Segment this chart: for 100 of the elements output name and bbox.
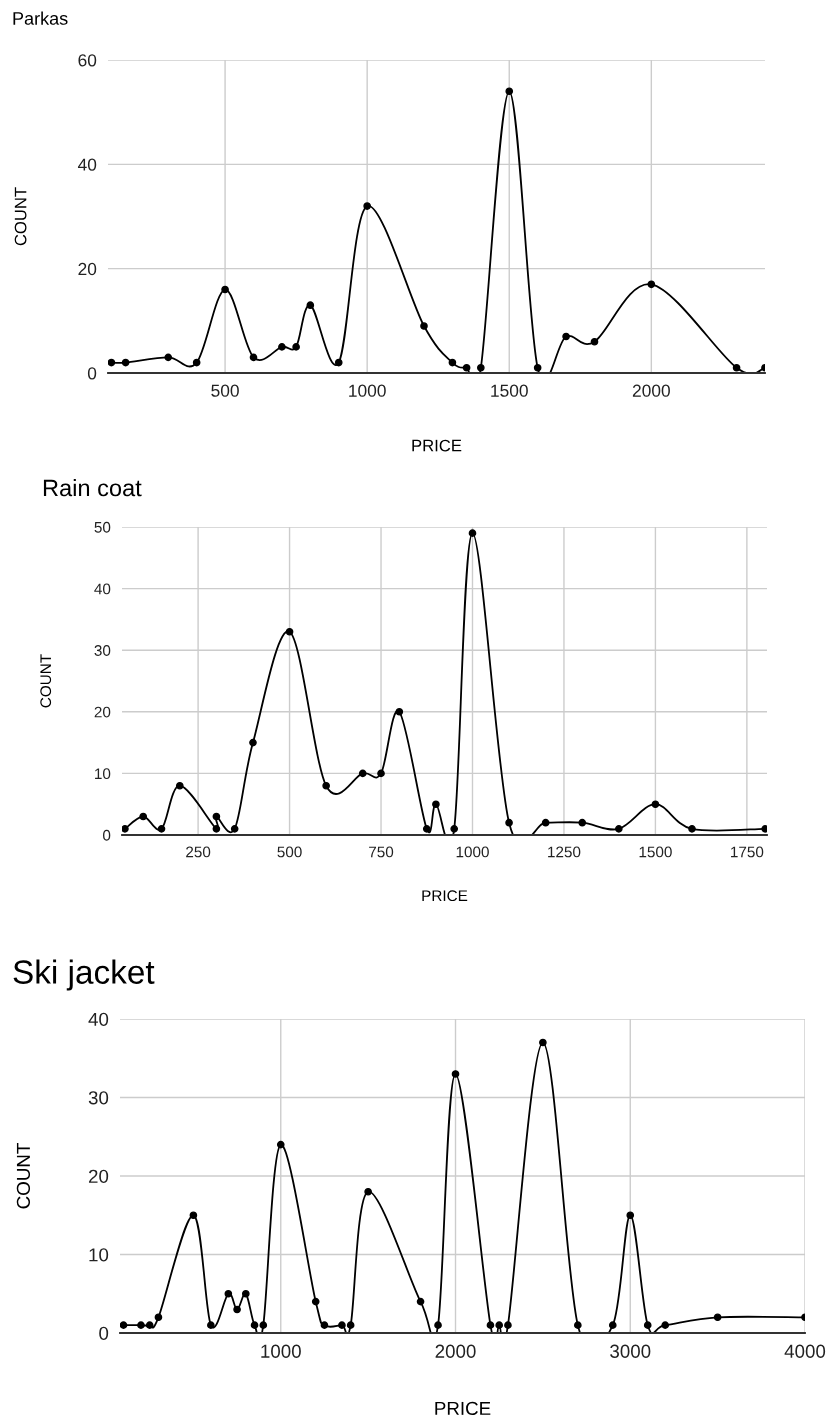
point [574, 1321, 582, 1329]
point [338, 1321, 346, 1329]
point [346, 1321, 355, 1329]
point [364, 1187, 372, 1196]
point [615, 825, 623, 833]
point [651, 800, 660, 809]
point [322, 781, 330, 790]
point [448, 358, 457, 367]
y-tick-label: 10 [95, 768, 111, 780]
point [334, 358, 343, 367]
point [363, 202, 371, 210]
point [250, 1321, 259, 1329]
point [278, 343, 286, 351]
point [306, 301, 315, 310]
x-tick-label: 1500 [491, 384, 528, 397]
x-axis-title: PRICE [412, 439, 462, 452]
point [292, 343, 300, 351]
x-tick-label: 1500 [639, 846, 672, 858]
y-tick-label: 0 [87, 367, 97, 380]
chart-title: Rain coat [43, 478, 142, 497]
y-tick-label: 20 [94, 706, 111, 718]
point [432, 800, 440, 809]
point [241, 1289, 250, 1298]
y-tick-label: 30 [94, 645, 111, 656]
point [541, 818, 550, 827]
x-tick-label: 1000 [349, 384, 386, 397]
point [120, 1321, 128, 1329]
x-axis-title: PRICE [435, 1401, 491, 1416]
point [416, 1297, 425, 1306]
x-tick-label: 500 [277, 846, 302, 858]
point [647, 280, 656, 289]
point [395, 707, 404, 716]
chart-title: Ski jacket [13, 959, 155, 991]
point [145, 1321, 154, 1329]
point [259, 1321, 268, 1329]
point [626, 1211, 635, 1220]
y-tick-label: 40 [88, 1012, 109, 1026]
point [608, 1321, 617, 1329]
point [189, 1211, 198, 1220]
x-axis-title: PRICE [422, 890, 468, 902]
point [175, 781, 184, 790]
point [285, 627, 294, 636]
y-tick-label: 20 [88, 1169, 109, 1183]
point [221, 285, 229, 294]
y-tick-label: 60 [78, 54, 97, 67]
point [154, 1313, 163, 1322]
point [486, 1321, 495, 1329]
x-tick-label: 3000 [610, 1344, 651, 1358]
y-tick-label: 30 [88, 1091, 109, 1105]
point [562, 332, 570, 341]
point [462, 363, 471, 372]
x-tick-label: 250 [186, 846, 211, 858]
point [249, 738, 257, 747]
point [590, 337, 599, 346]
y-tick-label: 20 [78, 262, 97, 276]
point [713, 1313, 722, 1322]
point [661, 1321, 670, 1329]
point [121, 358, 130, 367]
point [434, 1321, 442, 1329]
chart-title: Parkas [13, 11, 68, 25]
x-tick-label: 4000 [784, 1344, 826, 1358]
point [276, 1140, 285, 1149]
point [643, 1321, 652, 1329]
y-tick-label: 0 [102, 829, 111, 841]
y-tick-label: 50 [94, 521, 111, 533]
point [212, 825, 221, 833]
point [468, 529, 477, 537]
point [320, 1321, 329, 1329]
point [224, 1289, 233, 1298]
point [578, 818, 587, 827]
point [422, 825, 431, 833]
point [192, 358, 201, 367]
point [504, 1321, 512, 1329]
point [533, 363, 542, 372]
y-tick-label: 40 [94, 583, 111, 595]
point [233, 1305, 241, 1314]
y-axis-title: COUNT [40, 654, 52, 708]
point [451, 1070, 460, 1078]
x-tick-label: 1750 [731, 846, 764, 858]
point [495, 1321, 504, 1329]
y-tick-label: 10 [89, 1248, 109, 1262]
point [358, 769, 367, 778]
x-tick-label: 2000 [435, 1344, 476, 1358]
y-tick-label: 40 [77, 158, 97, 171]
point [139, 812, 148, 821]
point [539, 1038, 547, 1047]
y-tick-label: 0 [99, 1326, 109, 1340]
y-axis-title: COUNT [16, 1143, 31, 1209]
point [732, 363, 741, 372]
point [207, 1321, 215, 1329]
point [108, 358, 116, 367]
point [164, 353, 173, 362]
point [137, 1321, 145, 1329]
x-tick-label: 1000 [456, 846, 489, 858]
x-tick-label: 1000 [261, 1344, 301, 1358]
point [212, 812, 221, 821]
point [450, 825, 459, 833]
point [420, 322, 428, 330]
point [311, 1297, 320, 1306]
x-tick-label: 1250 [548, 846, 581, 858]
